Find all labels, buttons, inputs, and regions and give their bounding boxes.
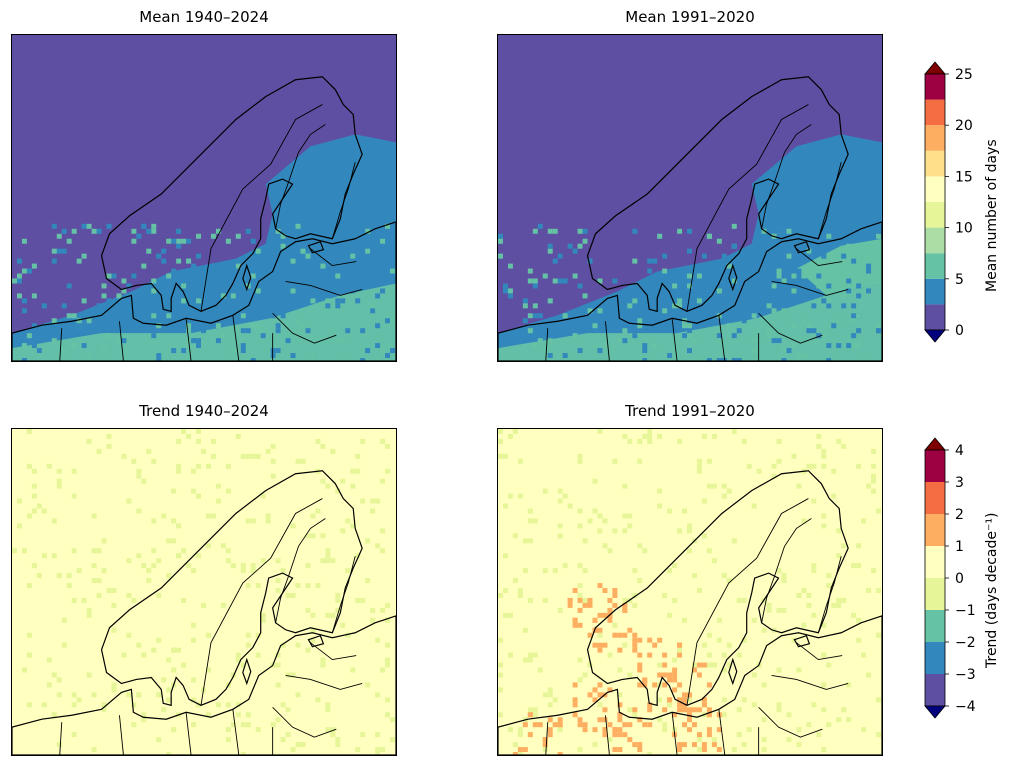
coastlines [498,76,882,361]
colorbar-tick-label: −1 [955,603,976,619]
colorbar-tick-label: 1 [955,539,964,555]
colorbar-tick-label: −4 [955,699,976,715]
colorbar-trend: −4 −3 −2 −1 0 1 2 3 4 [924,437,976,719]
panel-title-mean-1940-2024: Mean 1940–2024 [139,8,269,26]
trend-pixel-field [498,429,882,755]
coastlines [498,470,882,755]
trend-pixel-field [12,429,396,755]
colorbar-tick-label: 3 [955,475,964,491]
colorbar-tick-label: 15 [955,169,973,185]
colorbar-segment [925,546,945,578]
colorbar-tick-label: 5 [955,272,964,288]
colorbar-segment [925,202,945,228]
colorbar-under-arrow [924,329,946,343]
colorbar-segment [925,642,945,674]
coastlines [12,470,396,755]
map-trend-1940-2024 [11,428,397,756]
map-background [12,429,396,755]
colorbar-tick-label: 0 [955,571,964,587]
colorbar-tick-label: 4 [955,443,964,459]
map-trend-1991-2020 [497,428,883,756]
colorbar-segment [925,125,945,151]
colorbar-tick-label: −3 [955,667,976,683]
colorbar-over-arrow [924,61,946,75]
colorbar-tick-label: −2 [955,635,976,651]
mean-field [498,134,882,361]
mean-pixel-noise [12,223,396,361]
colorbar-mean-label: Mean number of days [984,139,1000,292]
colorbar-tick-label: 0 [955,323,964,339]
colorbar-segment [925,227,945,254]
colorbar-over-arrow [924,437,946,451]
colorbar-segment [925,610,945,642]
colorbar-segment [925,578,945,610]
coastlines [12,76,396,361]
colorbar-segment [925,304,945,330]
colorbar-tick-label: 2 [955,507,964,523]
colorbar-segment [925,253,945,279]
trend-positive-cells [512,583,722,755]
colorbar-segment [925,482,945,514]
panel-title-trend-1991-2020: Trend 1991–2020 [625,402,755,420]
colorbar-segment [925,99,945,126]
mean-field [12,134,396,361]
map-mean-1991-2020 [497,34,883,362]
panel-title-mean-1991-2020: Mean 1991–2020 [625,8,755,26]
colorbar-segment [925,176,945,202]
colorbar-trend-label: Trend (days decade⁻¹) [984,512,1000,668]
map-mean-1940-2024 [11,34,397,362]
colorbar-tick-label: 10 [955,221,973,237]
colorbar-segment [925,150,945,177]
colorbar-segment [925,278,945,305]
panel-title-trend-1940-2024: Trend 1940–2024 [139,402,269,420]
colorbar-mean: 0 5 10 15 20 25 [924,61,973,343]
colorbar-segment [925,450,945,482]
mean-pixel-noise [498,223,882,361]
colorbar-tick-label: 25 [955,67,973,83]
colorbar-segment [925,74,945,100]
colorbar-segment [925,674,945,706]
colorbar-under-arrow [924,705,946,719]
colorbar-segment [925,514,945,546]
colorbar-tick-label: 20 [955,118,973,134]
map-background [498,429,882,755]
